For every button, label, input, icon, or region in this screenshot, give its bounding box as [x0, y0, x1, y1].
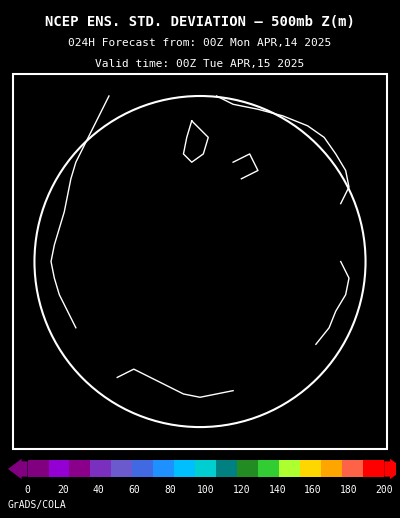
Bar: [300, 461, 321, 478]
Text: 200: 200: [376, 485, 393, 495]
FancyArrow shape: [384, 459, 400, 479]
Circle shape: [34, 96, 366, 427]
Text: 140: 140: [268, 485, 286, 495]
Bar: [28, 461, 48, 478]
Bar: [154, 461, 174, 478]
Text: 160: 160: [304, 485, 322, 495]
Bar: [195, 461, 216, 478]
Text: 40: 40: [93, 485, 105, 495]
Text: 180: 180: [340, 485, 357, 495]
Text: Valid time: 00Z Tue APR,15 2025: Valid time: 00Z Tue APR,15 2025: [95, 59, 305, 69]
Bar: [258, 461, 279, 478]
Bar: [70, 461, 90, 478]
FancyArrow shape: [8, 459, 28, 479]
Text: 20: 20: [57, 485, 69, 495]
Text: 024H Forecast from: 00Z Mon APR,14 2025: 024H Forecast from: 00Z Mon APR,14 2025: [68, 38, 332, 48]
Bar: [342, 461, 363, 478]
Text: 120: 120: [233, 485, 250, 495]
Circle shape: [34, 96, 366, 427]
Bar: [132, 461, 154, 478]
Bar: [90, 461, 112, 478]
Bar: [48, 461, 70, 478]
Bar: [216, 461, 237, 478]
Text: 0: 0: [24, 485, 30, 495]
Bar: [237, 461, 258, 478]
Text: 60: 60: [129, 485, 140, 495]
Text: 80: 80: [164, 485, 176, 495]
Text: GrADS/COLA: GrADS/COLA: [8, 500, 67, 510]
PathPatch shape: [34, 96, 366, 427]
Bar: [363, 461, 384, 478]
Bar: [112, 461, 132, 478]
Bar: [279, 461, 300, 478]
Bar: [321, 461, 342, 478]
Text: 100: 100: [197, 485, 215, 495]
Bar: [174, 461, 195, 478]
Text: NCEP ENS. STD. DEVIATION – 500mb Z(m): NCEP ENS. STD. DEVIATION – 500mb Z(m): [45, 15, 355, 29]
